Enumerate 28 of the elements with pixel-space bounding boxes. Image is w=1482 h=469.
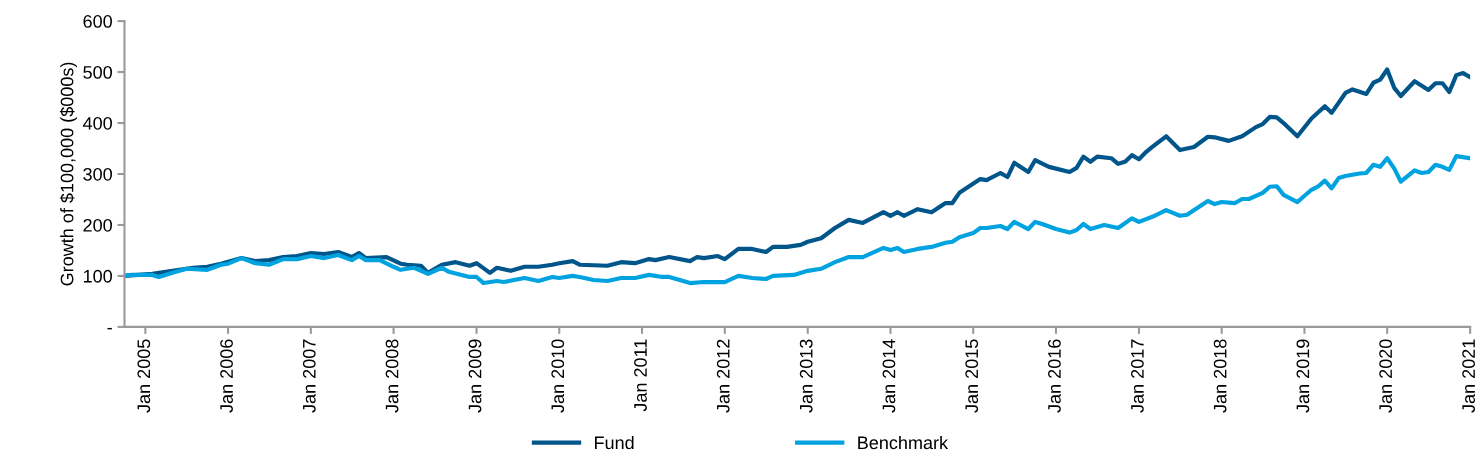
x-tick-label: Jan 2019 [1296, 339, 1310, 413]
x-tick-label: Jan 2021 [1462, 339, 1475, 413]
x-tick-label: Jan 2005 [137, 339, 151, 413]
y-tick-label: 200 [83, 218, 112, 232]
x-tick-label: Jan 2010 [551, 339, 565, 413]
y-tick-label: 100 [83, 269, 112, 283]
x-tick-label: Jan 2015 [965, 339, 979, 413]
x-tick-label: Jan 2008 [385, 339, 399, 413]
x-tick-label: Jan 2017 [1131, 339, 1144, 413]
x-tick-label: Jan 2009 [468, 339, 482, 413]
x-tick-label: Jan 2013 [799, 339, 813, 413]
y-tick-label: 500 [83, 66, 112, 79]
x-tick-label: Jan 2006 [220, 339, 233, 413]
y-tick-label: 300 [83, 167, 112, 181]
x-tick-label: Jan 2012 [716, 339, 730, 413]
x-tick-label: Jan 2011 [634, 339, 647, 412]
legend-label: Benchmark [858, 435, 949, 450]
x-tick-label: Jan 2014 [882, 339, 896, 413]
y-tick-label: 600 [83, 15, 112, 28]
y-tick-label: 400 [82, 116, 112, 130]
x-tick-label: Jan 2007 [302, 339, 316, 413]
legend-label: Fund [595, 435, 634, 450]
x-tick-label: Jan 2020 [1379, 339, 1393, 413]
x-tick-label: Jan 2018 [1213, 339, 1227, 413]
line-series [124, 154, 1471, 286]
y-axis-title: Growth of $100,000 ($000s) [59, 62, 77, 286]
y-tick-label: - [107, 327, 112, 330]
x-tick-label: Jan 2016 [1048, 339, 1061, 413]
